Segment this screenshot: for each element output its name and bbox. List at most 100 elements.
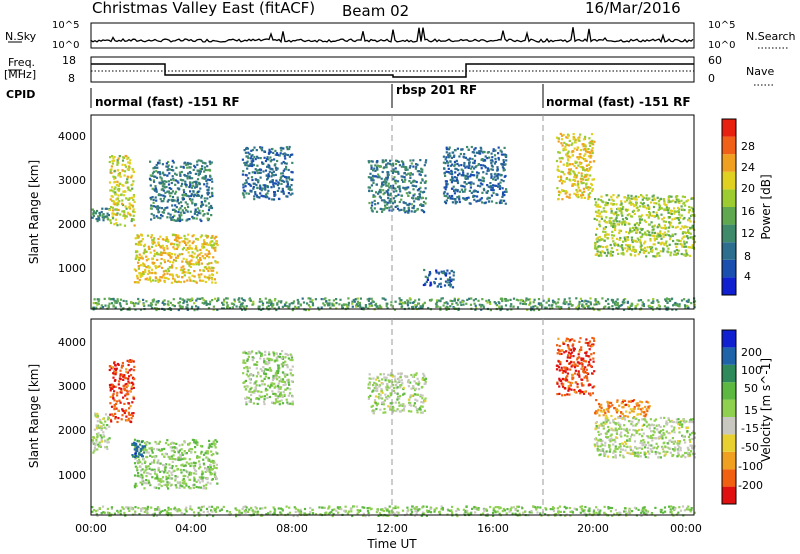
velocity-cell-674 — [177, 456, 180, 459]
power-cell-1955 — [447, 148, 451, 151]
velocity-cell-369 — [145, 479, 148, 482]
power-cell-3549 — [672, 304, 675, 307]
power-cell-3156 — [663, 208, 666, 211]
power-cell-572 — [172, 258, 176, 262]
power-cell-1083 — [186, 161, 189, 165]
power-cell-3519 — [324, 297, 327, 300]
power-cell-145 — [117, 202, 120, 205]
power-cell-3250 — [168, 307, 172, 310]
power-cell-1709 — [403, 180, 406, 183]
velocity-cell-621 — [199, 444, 203, 448]
power-cell-827 — [202, 214, 205, 217]
power-cell-360 — [181, 276, 184, 279]
power-cell-905 — [170, 187, 173, 190]
power-cell-2951 — [634, 254, 637, 257]
power-cell-502 — [200, 234, 203, 237]
power-cell-2666 — [681, 232, 684, 235]
power-cell-1751 — [449, 285, 452, 288]
power-cell-3162 — [372, 300, 375, 303]
power-cell-702 — [159, 197, 162, 201]
velocity-cell-754 — [291, 400, 294, 403]
power-cell-3473 — [647, 299, 650, 302]
power-cell-3929 — [259, 298, 262, 301]
velocity-cell-261 — [192, 486, 195, 489]
power-cell-3045 — [691, 213, 694, 217]
power-cell-2499 — [612, 234, 616, 237]
power-cell-2386 — [582, 138, 586, 141]
power-cell-2385 — [557, 151, 560, 154]
velocity-cell-737 — [143, 445, 146, 448]
power-cell-2399 — [572, 133, 575, 136]
power-cell-2650 — [608, 220, 611, 223]
power-cell-1688 — [423, 211, 426, 214]
power-cell-1840 — [502, 180, 505, 183]
power-cell-3603 — [423, 301, 426, 304]
velocity-cell-613 — [197, 456, 200, 459]
power-cell-3588 — [331, 304, 334, 307]
power-cell-220 — [116, 204, 119, 207]
power-cell-942 — [177, 217, 180, 220]
power-cell-1068 — [208, 206, 211, 209]
power-cell-1832 — [497, 152, 500, 155]
power-cell-32 — [101, 214, 104, 217]
velocity-cell-827 — [253, 382, 256, 385]
power-cell-1650 — [425, 159, 428, 162]
power-cell-2889 — [596, 227, 599, 230]
power-cell-2838 — [637, 195, 640, 199]
velocity-cell-926 — [280, 363, 283, 366]
power-cell-726 — [155, 206, 158, 209]
power-cell-323 — [149, 280, 153, 283]
power-cell-3888 — [693, 300, 697, 303]
velocity-cell-923 — [272, 392, 275, 395]
power-cell-81 — [132, 198, 135, 201]
power-cell-1247 — [253, 146, 256, 149]
velocity-cell-640 — [188, 449, 191, 452]
velocity-cell-856 — [242, 372, 245, 375]
velocity-cell-580 — [170, 455, 173, 458]
power-cell-1349 — [285, 177, 288, 180]
power-cell-3839 — [371, 300, 374, 303]
velocity-cell-658 — [166, 481, 169, 484]
power-cell-3145 — [667, 207, 670, 210]
power-cell-2672 — [606, 245, 609, 248]
power-cell-1143 — [242, 170, 245, 173]
power-cell-972 — [163, 173, 166, 176]
velocity-cell-263 — [147, 451, 150, 454]
velocity-cell-729 — [134, 455, 137, 459]
power-cell-2792 — [648, 231, 651, 234]
velocity-cell-46 — [100, 425, 103, 428]
velocity-cell-626 — [161, 476, 165, 479]
velocity-data-marks — [91, 336, 696, 518]
power-cell-484 — [167, 267, 170, 270]
power-cell-219 — [113, 175, 116, 179]
power-cell-3863 — [562, 302, 565, 305]
power-cell-3509 — [331, 302, 334, 305]
power-cell-3613 — [243, 299, 246, 302]
power-cell-2105 — [496, 174, 499, 177]
power-cell-1091 — [191, 177, 194, 180]
power-cell-1120 — [280, 162, 283, 165]
power-cell-2928 — [648, 233, 651, 237]
power-cell-1378 — [245, 192, 248, 195]
power-cell-3682 — [594, 299, 597, 302]
power-cell-1292 — [291, 153, 294, 156]
power-cell-2054 — [445, 151, 448, 154]
power-cell-2921 — [690, 206, 693, 209]
power-cell-1974 — [444, 162, 447, 165]
velocity-cell-135 — [115, 402, 118, 406]
power-cell-1735 — [402, 186, 405, 189]
power-cell-2781 — [653, 237, 656, 240]
power-cell-2440 — [590, 133, 594, 136]
power-cell-804 — [174, 219, 177, 222]
power-cell-2078 — [476, 171, 479, 174]
power-cell-3528 — [138, 300, 141, 303]
power-cell-1241 — [264, 185, 267, 188]
velocity-cell-348 — [136, 469, 139, 472]
velocity-cell-570 — [197, 479, 200, 482]
velocity-cell-753 — [246, 370, 249, 373]
power-cell-1048 — [190, 194, 193, 198]
velocity-cell-708 — [139, 443, 142, 446]
power-cell-1760 — [435, 269, 438, 272]
power-cell-639 — [135, 242, 138, 246]
power-cell-667 — [170, 256, 173, 259]
